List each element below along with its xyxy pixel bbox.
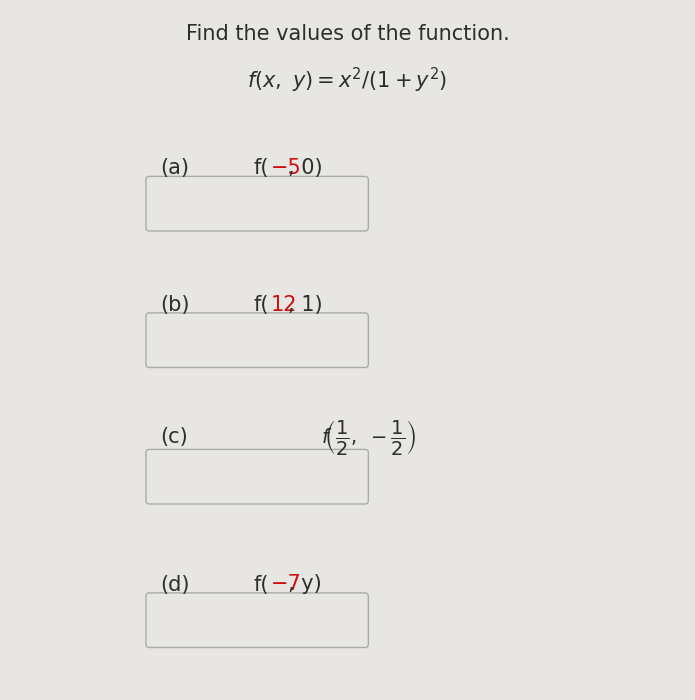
Text: f(: f(: [254, 295, 269, 314]
Text: (b): (b): [160, 295, 189, 314]
Text: f(: f(: [254, 575, 269, 594]
Text: , y): , y): [288, 575, 322, 594]
FancyBboxPatch shape: [146, 449, 368, 504]
Text: −7: −7: [271, 575, 302, 594]
Text: 12: 12: [271, 295, 297, 314]
Text: Find the values of the function.: Find the values of the function.: [186, 25, 509, 45]
Text: −5: −5: [271, 158, 302, 178]
FancyBboxPatch shape: [146, 176, 368, 231]
Text: $f(x,\ y) = x^2/(1 + y^2)$: $f(x,\ y) = x^2/(1 + y^2)$: [247, 66, 448, 95]
Text: , 0): , 0): [288, 158, 323, 178]
Text: (a): (a): [160, 158, 189, 178]
Text: f(: f(: [254, 158, 269, 178]
FancyBboxPatch shape: [146, 313, 368, 368]
Text: (d): (d): [160, 575, 189, 594]
Text: $f\!\left(\dfrac{1}{2},\ -\dfrac{1}{2}\right)$: $f\!\left(\dfrac{1}{2},\ -\dfrac{1}{2}\r…: [321, 418, 416, 457]
FancyBboxPatch shape: [146, 593, 368, 648]
Text: , 1): , 1): [288, 295, 323, 314]
Text: (c): (c): [160, 428, 188, 447]
